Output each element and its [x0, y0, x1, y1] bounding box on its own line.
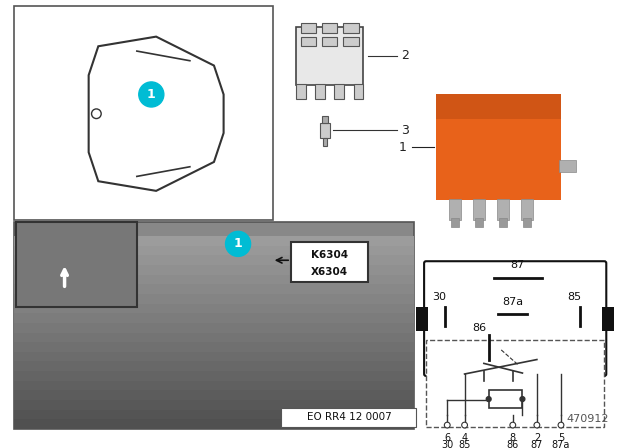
Text: 1: 1 [399, 141, 407, 154]
Bar [426, 340, 604, 427]
Text: EO RR4 12 0007: EO RR4 12 0007 [307, 412, 391, 422]
Text: 4: 4 [461, 433, 468, 443]
Bar [15, 313, 415, 323]
Bar [522, 198, 533, 220]
Circle shape [510, 422, 516, 428]
Bar [602, 306, 614, 331]
Bar [320, 123, 330, 138]
Text: 86: 86 [507, 439, 519, 448]
Text: 2: 2 [401, 49, 409, 62]
Bar [301, 37, 316, 46]
Circle shape [225, 231, 251, 256]
Bar [343, 23, 358, 33]
Bar [417, 306, 428, 331]
Text: 85: 85 [568, 292, 582, 302]
Circle shape [520, 396, 525, 401]
Bar [322, 37, 337, 46]
Bar [15, 255, 415, 265]
Bar [15, 409, 415, 419]
Bar [322, 23, 337, 33]
Bar [15, 380, 415, 390]
Bar [15, 274, 415, 284]
Text: 87: 87 [511, 260, 525, 270]
Circle shape [444, 422, 450, 428]
Bar [15, 342, 415, 352]
Text: 6: 6 [444, 433, 451, 443]
Bar [15, 293, 415, 304]
Bar [497, 198, 509, 220]
Circle shape [139, 82, 164, 107]
Bar [323, 138, 327, 146]
Bar [15, 303, 415, 313]
Bar [322, 116, 328, 123]
Bar [15, 351, 415, 362]
Bar [15, 370, 415, 381]
Bar [315, 84, 325, 99]
Circle shape [534, 422, 540, 428]
Bar [15, 236, 415, 246]
Text: 1: 1 [147, 88, 156, 101]
Bar [301, 23, 316, 33]
Bar [291, 242, 368, 282]
Bar [296, 84, 305, 99]
Bar [475, 218, 483, 228]
Text: 1: 1 [234, 237, 243, 250]
Bar [15, 400, 415, 409]
Text: 86: 86 [472, 323, 486, 332]
Bar [15, 6, 273, 220]
Bar [15, 265, 415, 275]
Bar [451, 218, 459, 228]
PathPatch shape [89, 37, 223, 191]
Text: 30: 30 [433, 292, 447, 302]
Text: 2: 2 [534, 433, 540, 443]
Bar [15, 390, 415, 400]
Circle shape [486, 396, 491, 401]
Bar [559, 160, 577, 172]
Text: 5: 5 [558, 433, 564, 443]
Bar [449, 198, 461, 220]
Circle shape [558, 422, 564, 428]
Bar [489, 390, 522, 408]
Bar [17, 222, 137, 306]
Text: 87a: 87a [502, 297, 524, 306]
Bar [296, 27, 364, 85]
FancyBboxPatch shape [424, 261, 606, 376]
Text: 8: 8 [509, 433, 516, 443]
Bar [436, 95, 561, 119]
Circle shape [461, 422, 467, 428]
Bar [335, 84, 344, 99]
Bar [15, 419, 415, 429]
Bar [15, 332, 415, 342]
Bar [499, 218, 507, 228]
Bar [473, 198, 485, 220]
Bar [15, 323, 415, 332]
Bar [436, 95, 561, 201]
Text: 87: 87 [531, 439, 543, 448]
Bar [15, 284, 415, 294]
Text: 470912: 470912 [566, 414, 609, 424]
Bar [15, 246, 415, 255]
Text: 30: 30 [441, 439, 453, 448]
Bar [282, 408, 417, 427]
Bar [524, 218, 531, 228]
Text: X6304: X6304 [311, 267, 348, 277]
Bar [354, 84, 364, 99]
Bar [15, 222, 415, 429]
Circle shape [92, 109, 101, 119]
Text: K6304: K6304 [311, 250, 348, 260]
Bar [343, 37, 358, 46]
Text: 87a: 87a [552, 439, 570, 448]
Bar [15, 361, 415, 371]
Text: 85: 85 [458, 439, 471, 448]
Text: 3: 3 [401, 124, 409, 137]
